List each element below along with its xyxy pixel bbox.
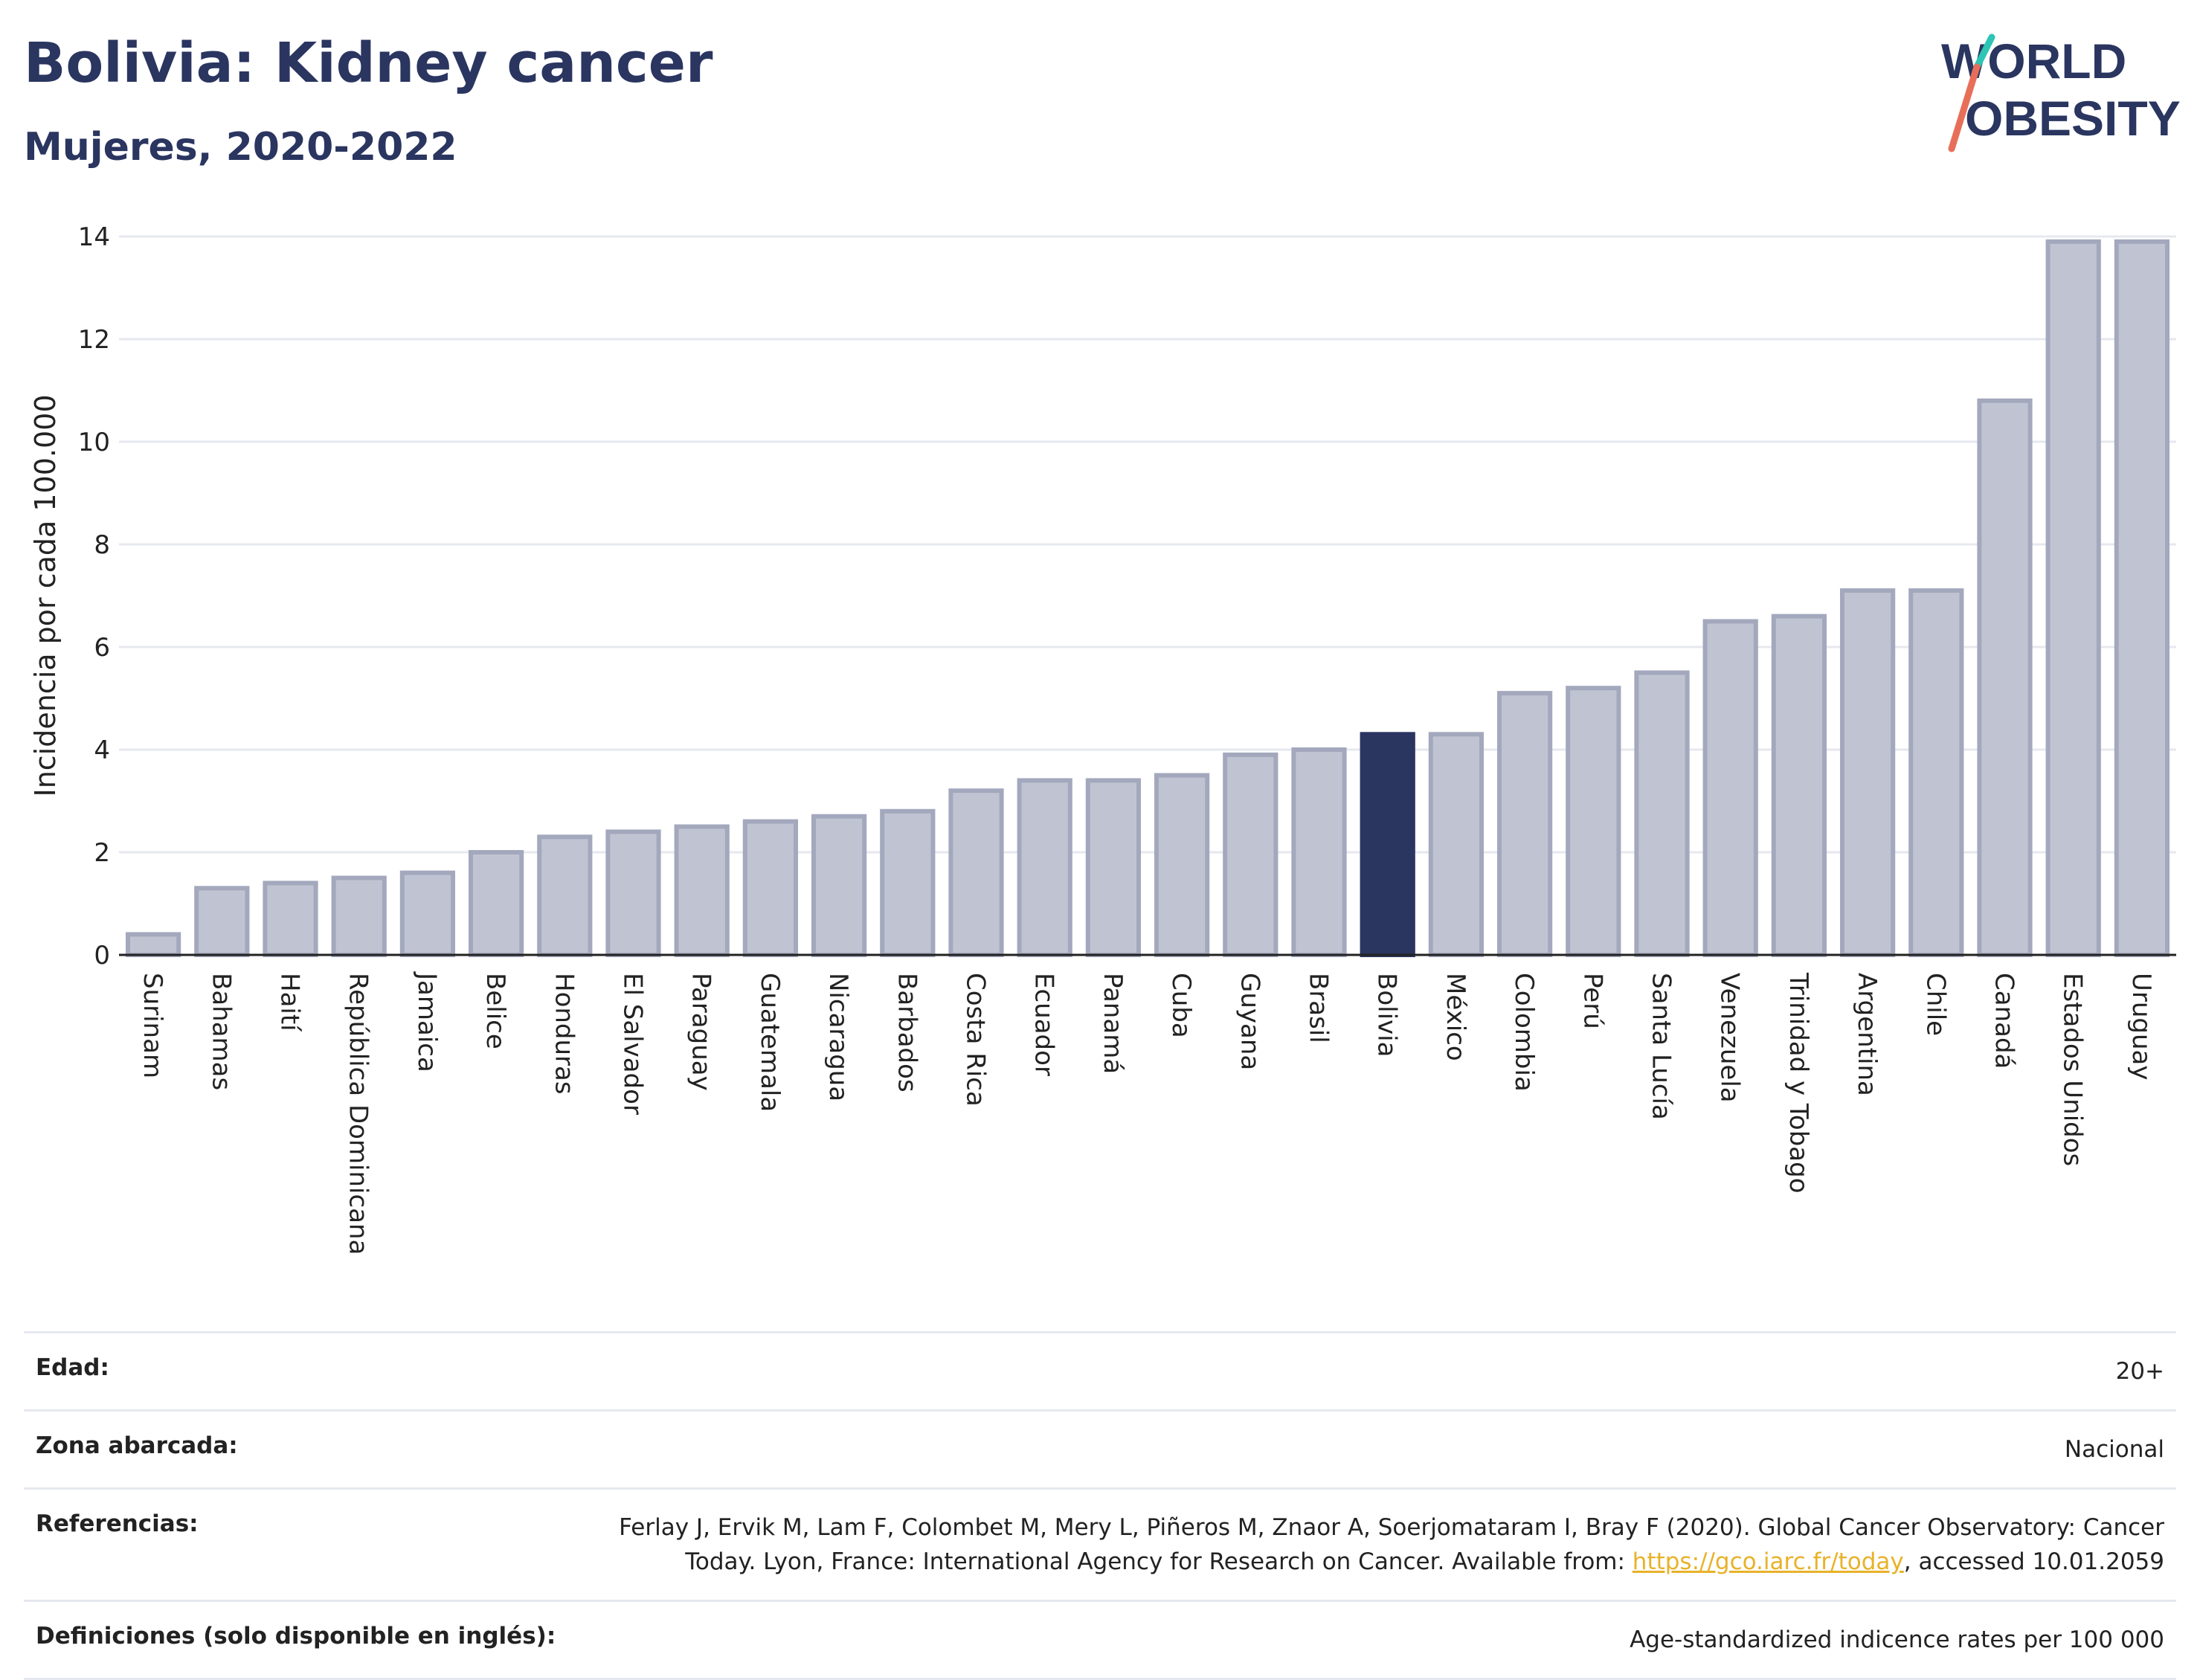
bar-estados-unidos <box>2045 239 2101 957</box>
bar-guatemala <box>742 819 799 957</box>
x-tick-label: Panamá <box>1098 973 1128 1074</box>
bar-chart: 0 2 4 6 8 10 12 14 Surinam Bahamas Haití República… <box>29 222 2176 1255</box>
x-tick-label: Cuba <box>1166 973 1196 1038</box>
edad-value: 20+ <box>2115 1358 2164 1385</box>
bar-bolivia <box>1360 732 1415 957</box>
x-tick-label: Argentina <box>1852 973 1882 1096</box>
bar-costa-rica <box>948 788 1004 957</box>
bar-ecuador <box>1017 778 1072 958</box>
y-tick-label: 12 <box>78 325 110 355</box>
bar-brasil <box>1291 747 1347 957</box>
bar-república-dominicana <box>331 875 387 957</box>
x-tick-label: Bahamas <box>206 973 236 1090</box>
referencias-accessed: , accessed 10.01.2059 <box>1903 1548 2164 1575</box>
x-tick-label: Venezuela <box>1715 973 1745 1103</box>
x-tick-label: Barbados <box>892 973 922 1092</box>
x-tick-label: Jamaica <box>412 971 442 1072</box>
x-axis-labels: Surinam Bahamas Haití República Dominicana J… <box>138 971 2156 1255</box>
y-tick-label: 14 <box>78 222 110 252</box>
x-tick-label: República Dominicana <box>344 973 373 1255</box>
definiciones-label: Definiciones (solo disponible en inglés)… <box>36 1623 556 1650</box>
y-tick-label: 2 <box>94 838 110 868</box>
x-tick-label: Bolivia <box>1372 973 1402 1057</box>
zona-label: Zona abarcada: <box>36 1432 238 1459</box>
x-tick-label: Brasil <box>1304 973 1334 1043</box>
x-tick-label: Ecuador <box>1029 973 1059 1076</box>
chart-bars <box>125 239 2170 958</box>
bar-canadá <box>1977 398 2033 957</box>
bar-méxico <box>1428 732 1485 957</box>
world-obesity-logo: WORLD OBESITY <box>1941 33 2181 152</box>
y-tick-label: 6 <box>94 633 110 663</box>
bar-barbados <box>880 808 936 958</box>
referencias-value: Ferlay J, Ervik M, Lam F, Colombet M, Me… <box>602 1510 2164 1579</box>
x-tick-label: Estados Unidos <box>2058 973 2088 1166</box>
definiciones-value: Age-standardized indicence rates per 100… <box>1630 1626 2164 1653</box>
bar-el-salvador <box>605 829 661 958</box>
bar-uruguay <box>2114 239 2170 957</box>
y-tick-label: 8 <box>94 530 110 560</box>
x-tick-label: Perú <box>1577 973 1607 1029</box>
bar-santa-lucía <box>1634 670 1690 957</box>
referencias-link[interactable]: https://gco.iarc.fr/today <box>1632 1548 1904 1575</box>
x-tick-label: Honduras <box>549 973 579 1095</box>
x-tick-label: Costa Rica <box>961 973 991 1107</box>
page-subtitle: Mujeres, 2020-2022 <box>24 125 457 170</box>
info-row-zona: Zona abarcada: Nacional <box>24 1409 2176 1487</box>
info-table: Edad: 20+ Zona abarcada: Nacional Refere… <box>24 1331 2176 1680</box>
y-axis-ticks: 0 2 4 6 8 10 12 14 <box>78 222 110 971</box>
bar-belice <box>468 850 524 957</box>
bar-trinidad-y-tobago <box>1771 614 1827 957</box>
bar-bahamas <box>194 886 250 958</box>
bar-perú <box>1566 686 1621 957</box>
zona-value: Nacional <box>2064 1436 2164 1463</box>
bar-honduras <box>537 834 593 958</box>
svg-text:OBESITY: OBESITY <box>1965 91 2181 146</box>
x-tick-label: Canadá <box>1990 973 2019 1069</box>
bar-paraguay <box>674 824 730 957</box>
bar-argentina <box>1839 588 1896 957</box>
y-tick-label: 4 <box>94 736 110 765</box>
edad-label: Edad: <box>36 1354 109 1381</box>
y-tick-label: 10 <box>78 428 110 457</box>
x-tick-label: Paraguay <box>686 973 716 1091</box>
bar-panamá <box>1085 778 1142 958</box>
bar-venezuela <box>1702 619 1758 957</box>
x-tick-label: Colombia <box>1509 973 1539 1092</box>
bar-surinam <box>125 932 181 958</box>
info-row-definiciones: Definiciones (solo disponible en inglés)… <box>24 1600 2176 1680</box>
page-title: Bolivia: Kidney cancer <box>24 31 713 95</box>
x-tick-label: Chile <box>1920 973 1950 1036</box>
y-axis-label: Incidencia por cada 100.000 <box>29 394 62 796</box>
bar-cuba <box>1154 773 1210 957</box>
bar-haití <box>263 881 318 958</box>
y-tick-label: 0 <box>94 941 110 971</box>
x-tick-label: Santa Lucía <box>1647 973 1676 1120</box>
bar-colombia <box>1496 691 1553 957</box>
x-tick-label: Guatemala <box>755 973 785 1112</box>
x-tick-label: Nicaragua <box>823 973 853 1101</box>
x-tick-label: México <box>1441 973 1470 1061</box>
x-tick-label: Surinam <box>138 973 167 1078</box>
x-tick-label: El Salvador <box>618 973 648 1115</box>
bar-jamaica <box>399 870 456 957</box>
chart-gridlines <box>119 235 2176 854</box>
bar-nicaragua <box>811 814 867 957</box>
x-tick-label: Trinidad y Tobago <box>1784 972 1813 1194</box>
x-tick-label: Uruguay <box>2126 973 2156 1081</box>
x-tick-label: Belice <box>480 973 510 1049</box>
x-tick-label: Guyana <box>1235 973 1264 1070</box>
referencias-label: Referencias: <box>36 1510 199 1537</box>
bar-guyana <box>1223 752 1278 958</box>
bar-chile <box>1908 588 1964 957</box>
referencias-text: Ferlay J, Ervik M, Lam F, Colombet M, Me… <box>619 1514 2164 1575</box>
info-row-referencias: Referencias: Ferlay J, Ervik M, Lam F, C… <box>24 1487 2176 1600</box>
x-tick-label: Haití <box>275 973 305 1032</box>
info-row-edad: Edad: 20+ <box>24 1331 2176 1409</box>
